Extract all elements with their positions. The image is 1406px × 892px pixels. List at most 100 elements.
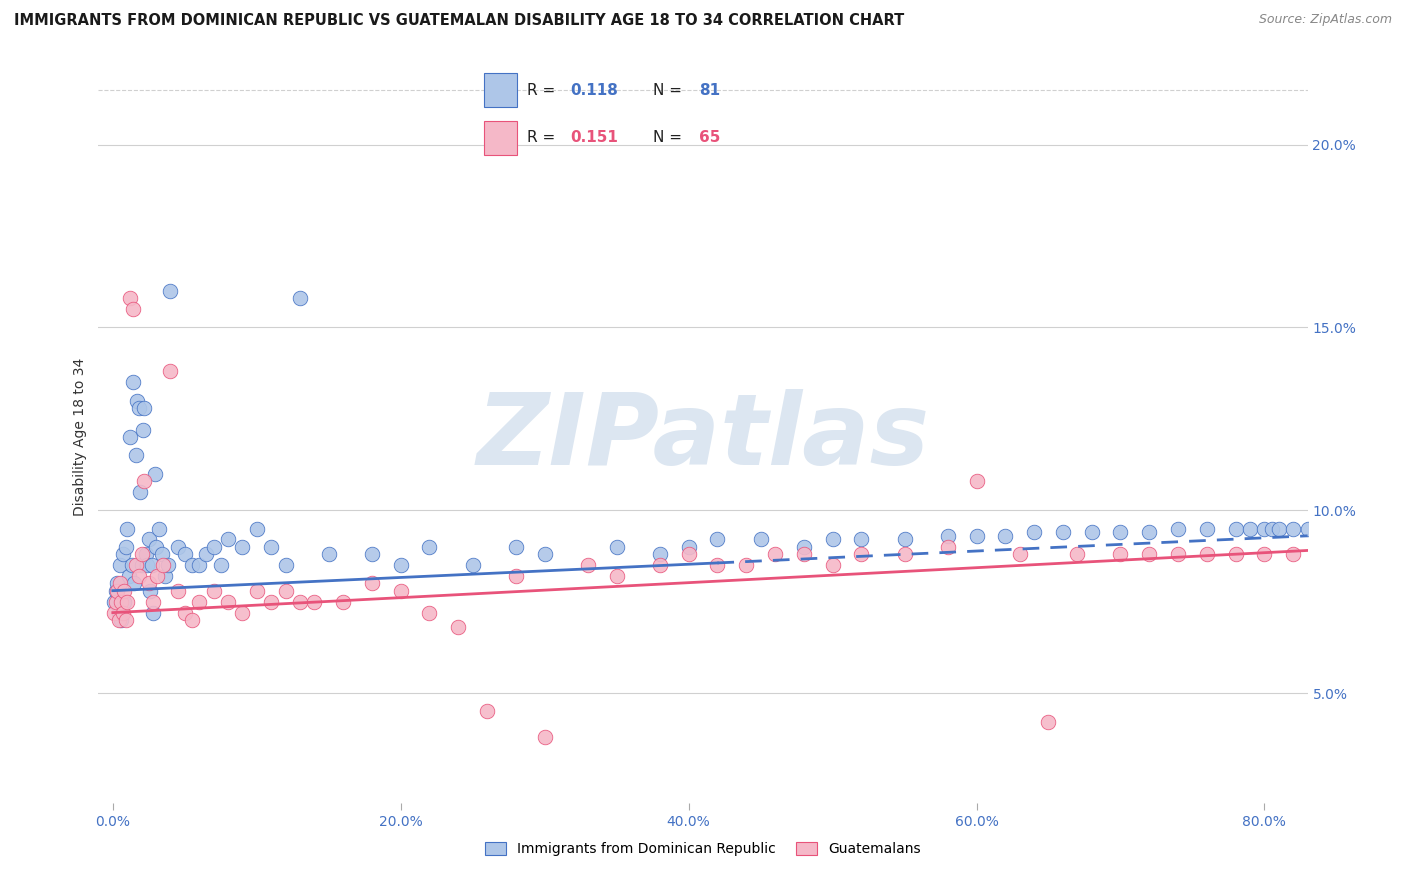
- Point: [104, 594, 127, 608]
- Point: [231, 540, 253, 554]
- Point: [1260, 521, 1282, 535]
- Point: [136, 558, 159, 573]
- Legend: Immigrants from Dominican Republic, Guatemalans: Immigrants from Dominican Republic, Guat…: [479, 837, 927, 862]
- Point: [1324, 192, 1347, 206]
- Point: [318, 547, 340, 561]
- Point: [111, 606, 134, 620]
- Point: [288, 594, 311, 608]
- Point: [105, 583, 128, 598]
- Point: [114, 613, 136, 627]
- Point: [389, 583, 412, 598]
- Point: [936, 540, 959, 554]
- Point: [461, 558, 484, 573]
- Point: [418, 606, 440, 620]
- Point: [128, 401, 150, 415]
- Point: [576, 558, 599, 573]
- Point: [115, 594, 138, 608]
- Point: [134, 401, 156, 415]
- Point: [1137, 525, 1160, 540]
- Bar: [484, 73, 517, 106]
- Point: [142, 606, 165, 620]
- Text: N =: N =: [652, 130, 686, 145]
- Point: [148, 521, 170, 535]
- Point: [763, 547, 786, 561]
- Point: [706, 558, 728, 573]
- Point: [153, 569, 176, 583]
- Point: [231, 606, 253, 620]
- Point: [129, 485, 152, 500]
- Point: [181, 613, 204, 627]
- Point: [288, 291, 311, 305]
- Point: [110, 613, 132, 627]
- Point: [108, 576, 131, 591]
- Text: 0.151: 0.151: [571, 130, 619, 145]
- Point: [260, 540, 283, 554]
- Point: [735, 558, 758, 573]
- Point: [107, 613, 129, 627]
- Point: [936, 529, 959, 543]
- Point: [173, 547, 195, 561]
- Point: [475, 705, 498, 719]
- Point: [1109, 525, 1132, 540]
- Point: [606, 569, 628, 583]
- Text: Source: ZipAtlas.com: Source: ZipAtlas.com: [1258, 13, 1392, 27]
- Point: [156, 558, 179, 573]
- Point: [1282, 547, 1305, 561]
- Point: [115, 521, 138, 535]
- Point: [110, 594, 132, 608]
- Point: [202, 583, 225, 598]
- Point: [678, 547, 700, 561]
- Point: [1137, 547, 1160, 561]
- Point: [159, 364, 181, 378]
- Point: [246, 521, 269, 535]
- Point: [851, 533, 873, 547]
- Text: IMMIGRANTS FROM DOMINICAN REPUBLIC VS GUATEMALAN DISABILITY AGE 18 TO 34 CORRELA: IMMIGRANTS FROM DOMINICAN REPUBLIC VS GU…: [14, 13, 904, 29]
- Point: [122, 302, 145, 317]
- Point: [260, 594, 283, 608]
- Point: [966, 529, 988, 543]
- Point: [125, 448, 148, 462]
- Point: [1282, 521, 1305, 535]
- Point: [1225, 547, 1247, 561]
- Point: [166, 583, 188, 598]
- Point: [181, 558, 204, 573]
- Point: [127, 393, 149, 408]
- Point: [1296, 521, 1319, 535]
- Y-axis label: Disability Age 18 to 34: Disability Age 18 to 34: [73, 358, 87, 516]
- Point: [166, 540, 188, 554]
- Text: 65: 65: [699, 130, 720, 145]
- Point: [112, 594, 135, 608]
- Point: [145, 540, 167, 554]
- Point: [994, 529, 1017, 543]
- Point: [134, 474, 156, 488]
- Point: [121, 558, 143, 573]
- Point: [107, 606, 129, 620]
- Point: [128, 569, 150, 583]
- Point: [120, 291, 142, 305]
- Point: [112, 583, 135, 598]
- Text: 0.118: 0.118: [571, 83, 619, 97]
- Point: [132, 423, 155, 437]
- Point: [274, 558, 297, 573]
- Point: [1195, 521, 1218, 535]
- Point: [217, 533, 239, 547]
- Point: [1038, 715, 1060, 730]
- Point: [533, 547, 555, 561]
- Point: [418, 540, 440, 554]
- Point: [505, 540, 527, 554]
- Point: [195, 547, 218, 561]
- Text: ZIPatlas: ZIPatlas: [477, 389, 929, 485]
- Point: [332, 594, 354, 608]
- Point: [120, 430, 142, 444]
- Bar: [484, 121, 517, 155]
- Point: [648, 558, 671, 573]
- Point: [893, 547, 915, 561]
- Point: [108, 558, 131, 573]
- Point: [1253, 547, 1275, 561]
- Point: [1253, 521, 1275, 535]
- Point: [150, 547, 173, 561]
- Point: [533, 730, 555, 744]
- Point: [159, 284, 181, 298]
- Point: [851, 547, 873, 561]
- Point: [1195, 547, 1218, 561]
